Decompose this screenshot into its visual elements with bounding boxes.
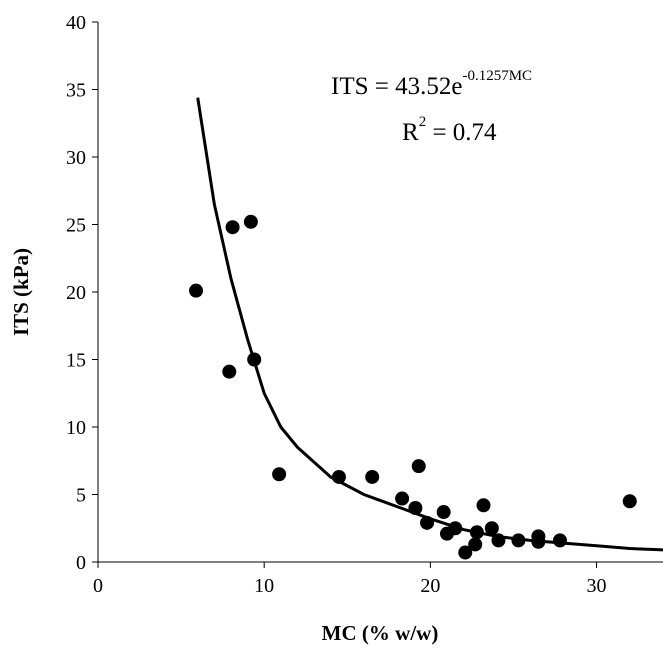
x-axis-title: MC (% w/w) <box>322 621 439 645</box>
data-point <box>468 537 483 552</box>
data-point <box>552 533 567 548</box>
y-tick-label: 15 <box>66 350 86 372</box>
data-point <box>272 467 287 482</box>
data-point <box>395 491 410 506</box>
data-point <box>411 459 426 474</box>
fit-line <box>196 97 663 552</box>
r2-exponent: 2 <box>419 114 427 130</box>
x-tick-label: 30 <box>587 575 607 597</box>
equation-text: ITS = 43.52e <box>331 73 462 100</box>
y-axis-title: ITS (kPa) <box>9 248 33 336</box>
data-point <box>622 494 637 509</box>
x-tick-label: 0 <box>93 575 103 597</box>
data-point <box>484 521 499 536</box>
y-tick-label: 40 <box>66 12 86 34</box>
data-point <box>476 498 491 513</box>
y-tick-label: 20 <box>66 282 86 304</box>
data-point <box>365 469 380 484</box>
y-tick-label: 30 <box>66 147 86 169</box>
y-tick-label: 0 <box>76 552 86 574</box>
data-point <box>439 526 454 541</box>
y-tick-label: 35 <box>66 80 86 102</box>
y-tick-label: 25 <box>66 215 86 237</box>
data-point <box>225 220 240 235</box>
equation: ITS = 43.52e-0.1257MC <box>331 68 532 100</box>
data-point <box>222 364 237 379</box>
x-tick-label: 20 <box>420 575 440 597</box>
data-point <box>436 505 451 520</box>
y-tick-label: 10 <box>66 417 86 439</box>
r2-value: = 0.74 <box>426 119 497 146</box>
r2-label: R <box>402 119 419 146</box>
data-point <box>458 545 473 560</box>
equation-exponent: -0.1257MC <box>462 68 532 84</box>
r-squared: R2 = 0.74 <box>402 114 497 146</box>
x-tick-label: 10 <box>254 575 274 597</box>
y-tick-label: 5 <box>76 485 86 507</box>
data-point <box>243 214 258 229</box>
data-point <box>189 283 204 298</box>
